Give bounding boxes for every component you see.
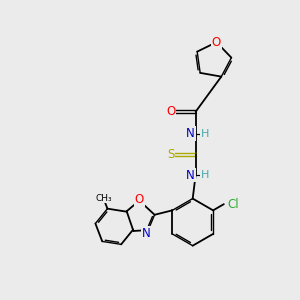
Text: Cl: Cl [227,198,239,211]
Text: O: O [135,193,144,206]
Text: O: O [166,105,175,118]
Text: N: N [186,127,195,140]
Text: O: O [166,105,175,118]
Text: O: O [135,193,144,206]
Text: CH₃: CH₃ [95,194,112,203]
Text: Cl: Cl [227,198,239,211]
Text: H: H [201,129,209,139]
Text: O: O [212,36,221,49]
Text: S: S [167,148,174,161]
Text: H: H [201,170,209,180]
Text: S: S [167,148,174,161]
Text: N: N [142,226,151,239]
Text: N: N [186,169,195,182]
Text: N: N [186,127,195,140]
Text: H: H [201,170,209,180]
Text: N: N [142,226,151,239]
Text: O: O [212,36,221,49]
Text: N: N [186,169,195,182]
Text: H: H [201,129,209,139]
